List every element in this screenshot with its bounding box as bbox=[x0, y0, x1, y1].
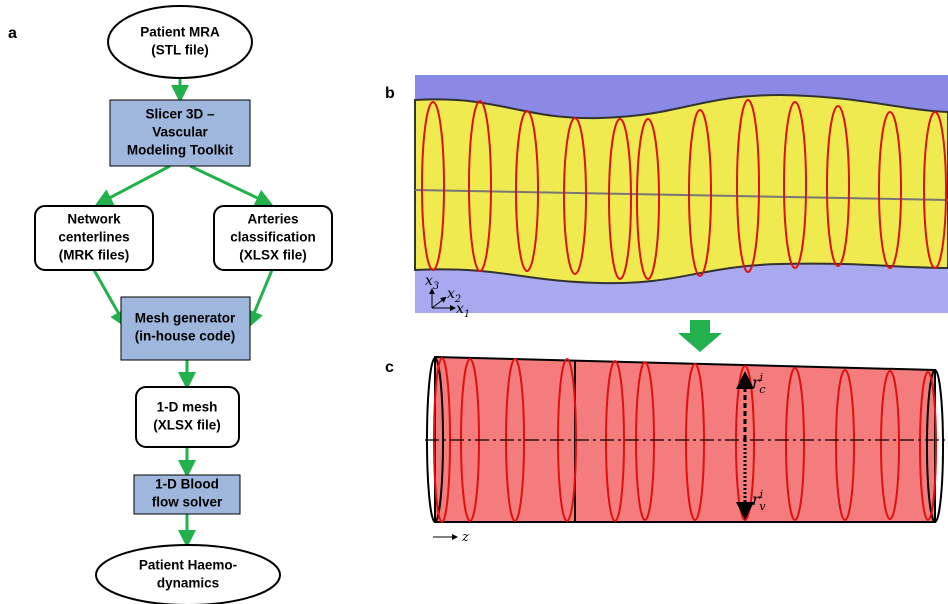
node-label: (XLSX file) bbox=[239, 248, 307, 263]
node-label: Network bbox=[67, 212, 121, 227]
node-label: dynamics bbox=[157, 576, 219, 591]
node-label: Arteries bbox=[247, 212, 298, 227]
node-label: centerlines bbox=[58, 230, 129, 245]
node-label: Mesh generator bbox=[135, 311, 236, 326]
panel-label: c bbox=[385, 359, 394, 376]
node-label: Patient Haemo- bbox=[139, 558, 237, 573]
node-label: (STL file) bbox=[151, 43, 209, 58]
node-label: Slicer 3D – bbox=[145, 107, 215, 122]
subscript: 3 bbox=[433, 281, 439, 292]
node-label: 1-D mesh bbox=[157, 400, 218, 415]
node-label: (in-house code) bbox=[135, 329, 236, 344]
panel-label: a bbox=[8, 25, 17, 42]
axis-label: z bbox=[461, 530, 469, 545]
node-label: (XLSX file) bbox=[153, 418, 221, 433]
subscript: 1 bbox=[464, 309, 470, 320]
node-label: flow solver bbox=[152, 495, 223, 510]
node-label: (MRK files) bbox=[59, 248, 130, 263]
symbol: x bbox=[425, 273, 433, 289]
subscript: c bbox=[759, 383, 766, 396]
vessel-render bbox=[415, 75, 948, 352]
panel-label: b bbox=[385, 85, 395, 102]
node-label: classification bbox=[230, 230, 316, 245]
node-label: Modeling Toolkit bbox=[127, 143, 234, 158]
subscript: v bbox=[759, 500, 766, 513]
flow-shapes bbox=[35, 6, 332, 604]
figure: a b c Patient MRA(STL bbox=[0, 0, 948, 604]
cylinder-model bbox=[425, 357, 945, 537]
symbol: x bbox=[447, 286, 455, 302]
node-label: 1-D Blood bbox=[155, 477, 219, 492]
node-label: Vascular bbox=[152, 125, 208, 140]
node-label: Patient MRA bbox=[140, 25, 220, 40]
transition-arrow bbox=[678, 320, 722, 352]
symbol: x bbox=[456, 301, 464, 317]
